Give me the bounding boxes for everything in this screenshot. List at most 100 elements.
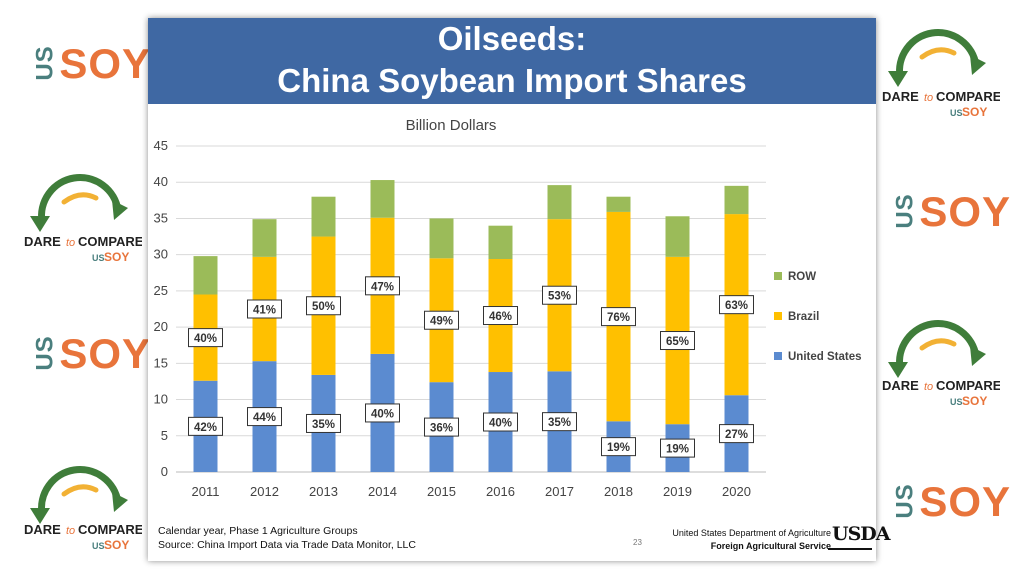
to-text: to [66, 237, 75, 249]
us-soy-logo: USSOY [28, 40, 151, 88]
data-label: 47% [371, 281, 394, 293]
data-label: 40% [489, 418, 512, 430]
us-logo-text: US [891, 483, 919, 519]
legend-label: Brazil [788, 311, 819, 323]
x-tick-label: 2013 [309, 484, 338, 499]
dare-to-compare-arrow-icon: DARE to COMPARE SOY US [882, 320, 1002, 408]
data-label: 19% [666, 444, 689, 456]
data-label: 46% [489, 311, 512, 323]
data-label-box [719, 295, 754, 315]
data-label-box [542, 285, 577, 305]
slide-title-line2: China Soybean Import Shares [277, 62, 747, 99]
x-tick-label: 2014 [368, 484, 397, 499]
soy-logo-text: SOY [919, 478, 1012, 525]
page-number: 23 [633, 538, 642, 547]
us-logo-text: US [31, 335, 59, 371]
dare-to-compare-arrow-icon: DARE to COMPARE SOY US [24, 174, 144, 264]
dare-to-compare-arrow-icon: DARE to COMPARE SOY US [882, 29, 1002, 119]
data-label-box [247, 407, 282, 427]
bar-row [606, 196, 631, 212]
data-label: 19% [607, 442, 630, 454]
x-tick-label: 2020 [722, 484, 751, 499]
bar-row [370, 180, 395, 218]
y-tick-label: 25 [154, 283, 168, 298]
data-label-box [188, 328, 223, 348]
legend-label: ROW [788, 271, 816, 283]
bar-row [547, 185, 572, 220]
stacked-bar-chart: Billion Dollars 0 5 10 15 20 25 30 35 40 45 42% 40% 2… [154, 117, 862, 499]
data-label: 63% [725, 300, 748, 312]
soy-small-text: SOY [104, 250, 129, 264]
slide-title-line1: Oilseeds: [437, 20, 587, 57]
y-tick-label: 40 [154, 174, 168, 189]
y-tick-label: 15 [154, 355, 168, 370]
us-soy-logo: USSOY [888, 478, 1011, 526]
us-soy-logo: USSOY [888, 188, 1011, 236]
data-label-box [542, 412, 577, 432]
soy-logo-text: SOY [59, 40, 152, 87]
to-text: to [924, 92, 933, 104]
data-label-box [306, 296, 341, 316]
data-label-box [424, 310, 459, 330]
data-label: 41% [253, 305, 276, 317]
dare-to-compare-logo: DARE to COMPARE SOY US [22, 160, 144, 270]
data-label-box [483, 412, 518, 432]
x-tick-label: 2011 [192, 484, 220, 499]
compare-text: COMPARE [78, 234, 142, 249]
data-label: 35% [312, 419, 335, 431]
x-tick-label: 2018 [604, 484, 633, 499]
data-label: 50% [312, 301, 335, 313]
data-label: 40% [371, 408, 394, 420]
data-label-box [365, 276, 400, 296]
to-text: to [924, 381, 933, 393]
dare-text: DARE [24, 522, 61, 537]
data-label: 40% [194, 333, 217, 345]
footer-notes: Calendar year, Phase 1 Agriculture Group… [158, 524, 416, 552]
y-tick-label: 45 [154, 138, 168, 153]
bar-row [724, 185, 749, 215]
data-label-box [188, 416, 223, 436]
y-tick-label: 20 [154, 319, 168, 334]
soy-logo-text: SOY [919, 188, 1012, 235]
x-tick-label: 2015 [427, 484, 456, 499]
title-banner: Oilseeds: China Soybean Import Shares [148, 18, 876, 104]
legend-swatch [774, 352, 782, 360]
y-tick-label: 5 [161, 428, 168, 443]
slide: Oilseeds: China Soybean Import Shares Bi… [148, 18, 891, 561]
agency-credit: United States Department of Agriculture … [663, 527, 831, 553]
dare-text: DARE [882, 89, 919, 104]
usda-logo: USDA [832, 523, 891, 545]
agency-line-2: Foreign Agricultural Service [710, 541, 831, 551]
soy-small-text: SOY [962, 105, 987, 119]
data-label: 27% [725, 429, 748, 441]
data-label: 49% [430, 316, 453, 328]
data-label-box [660, 331, 695, 351]
data-label: 35% [548, 417, 571, 429]
data-label: 65% [666, 336, 689, 348]
x-tick-label: 2016 [486, 484, 515, 499]
data-label-box [365, 403, 400, 423]
us-logo-text: US [891, 193, 919, 229]
data-label-box [306, 413, 341, 433]
dare-text: DARE [24, 234, 61, 249]
dare-to-compare-logo: DARE to COMPARE SOY US [22, 452, 144, 562]
footer-note-2: Source: China Import Data via Trade Data… [158, 539, 416, 551]
us-soy-logo: USSOY [28, 330, 151, 378]
x-tick-label: 2012 [250, 484, 279, 499]
data-label-box [601, 437, 636, 457]
y-tick-label: 35 [154, 210, 168, 225]
data-label: 76% [607, 312, 630, 324]
compare-text: COMPARE [936, 378, 1000, 393]
dare-to-compare-logo: DARE to COMPARE SOY US [880, 306, 1002, 416]
us-small-text: US [92, 541, 105, 551]
dare-to-compare-arrow-icon: DARE to COMPARE SOY US [24, 466, 144, 552]
dare-to-compare-logo: DARE to COMPARE SOY US [880, 15, 1002, 125]
compare-text: COMPARE [78, 522, 142, 537]
y-tick-label: 0 [161, 464, 168, 479]
data-label: 53% [548, 291, 571, 303]
data-label: 42% [194, 422, 217, 434]
y-tick-label: 30 [154, 247, 168, 262]
bar-row [193, 256, 218, 295]
compare-text: COMPARE [936, 89, 1000, 104]
data-label-box [601, 307, 636, 327]
